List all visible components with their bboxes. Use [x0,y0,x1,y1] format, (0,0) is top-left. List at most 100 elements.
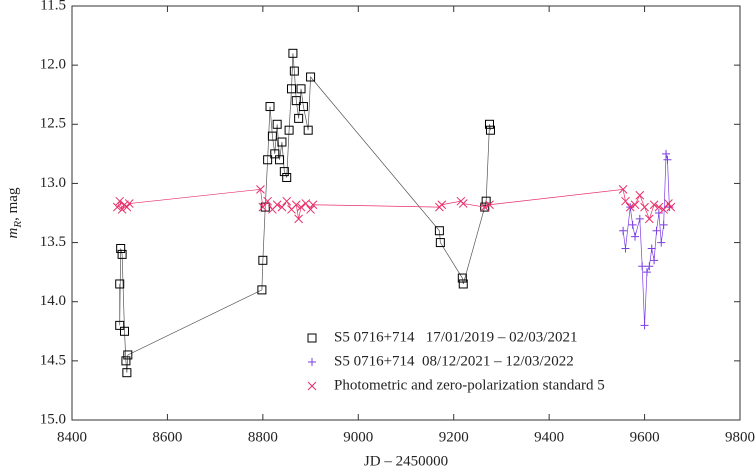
point-cross [112,202,122,212]
point-cross [635,190,645,200]
point-square [296,84,306,94]
point-square [303,125,313,135]
point-plus [619,226,628,235]
point-square [279,167,289,177]
point-square [115,320,125,330]
point-plus [640,321,649,330]
point-cross [621,196,630,206]
x-axis-label: JD – 2450000 [364,453,448,469]
point-square [298,102,308,112]
point-square [434,226,444,236]
point-plus [642,268,651,277]
point-plus [663,155,672,164]
point-square [117,249,127,259]
y-tick-label: 13.5 [40,234,66,250]
point-cross [618,184,628,194]
point-cross [256,184,265,194]
x-tick-label: 9800 [725,429,755,445]
legend-label: S5 0716+714 08/12/2021 – 12/03/2022 [334,353,574,369]
point-square [275,155,285,165]
y-label-main: m [5,227,21,238]
series-line [622,153,670,326]
x-tick-label: 9600 [630,429,660,445]
point-square [115,279,125,289]
point-square [122,368,132,378]
point-cross [301,199,311,208]
point-square [480,202,490,212]
x-tick-label: 9400 [534,429,564,445]
y-label-sub: R [12,221,24,229]
point-square [258,255,268,265]
point-cross [272,200,282,210]
point-cross [437,200,447,210]
x-tick-label: 8600 [152,429,182,445]
point-plus [654,209,663,217]
point-plus [659,220,668,229]
point-cross [258,202,268,212]
point-square [291,96,301,106]
point-cross [458,199,468,208]
x-tick-label: 9000 [343,429,373,445]
y-label-rest: , mag [5,187,21,221]
point-cross [115,196,125,206]
x-tick-label: 8400 [57,429,87,445]
point-plus [662,149,671,158]
y-tick-label: 14.5 [40,352,66,368]
point-plus [645,262,654,271]
point-square [272,119,282,129]
point-square [119,326,129,336]
y-tick-label: 13.0 [40,175,66,191]
series-line [117,188,672,220]
point-square [288,48,298,58]
point-square [485,125,495,135]
y-axis-label: mR, mag [5,187,23,238]
point-square [277,137,287,147]
point-square [435,238,445,248]
point-cross [666,202,676,212]
series-line [119,53,491,373]
point-cross [308,200,318,210]
point-cross [625,202,635,212]
point-plus [652,226,661,235]
point-square [257,285,267,295]
point-cross [306,205,315,214]
point-square [116,243,126,253]
y-tick-label: 14.0 [40,293,66,309]
point-cross [649,200,659,210]
point-cross [291,200,301,210]
point-square [306,72,316,82]
point-cross [640,202,649,212]
point-square [289,66,299,76]
legend-marker [308,358,316,366]
x-tick-label: 9200 [439,429,469,445]
y-tick-label: 12.5 [40,116,66,132]
point-plus [631,232,640,241]
point-plus [628,220,637,229]
point-cross [124,199,134,208]
point-plus [635,214,644,223]
point-plus [650,256,659,265]
point-square [458,279,468,289]
legend-marker [307,333,317,343]
point-plus [657,238,666,247]
point-square [121,356,131,366]
point-plus [621,244,630,253]
point-cross [659,205,669,214]
legend-marker [307,381,317,391]
point-cross [485,200,494,210]
y-tick-label: 15.0 [40,411,66,427]
point-cross [277,202,287,212]
y-tick-label: 11.5 [40,0,66,13]
point-cross [630,200,640,210]
point-square [263,155,273,165]
point-square [284,125,294,135]
point-square [265,102,275,112]
point-cross [644,214,654,224]
y-tick-label: 12.0 [40,57,66,73]
point-square [267,131,277,141]
x-tick-label: 8800 [248,429,278,445]
legend-label: S5 0716+714 17/01/2019 – 02/03/2021 [334,329,577,345]
point-cross [294,214,303,224]
point-plus [647,244,656,253]
